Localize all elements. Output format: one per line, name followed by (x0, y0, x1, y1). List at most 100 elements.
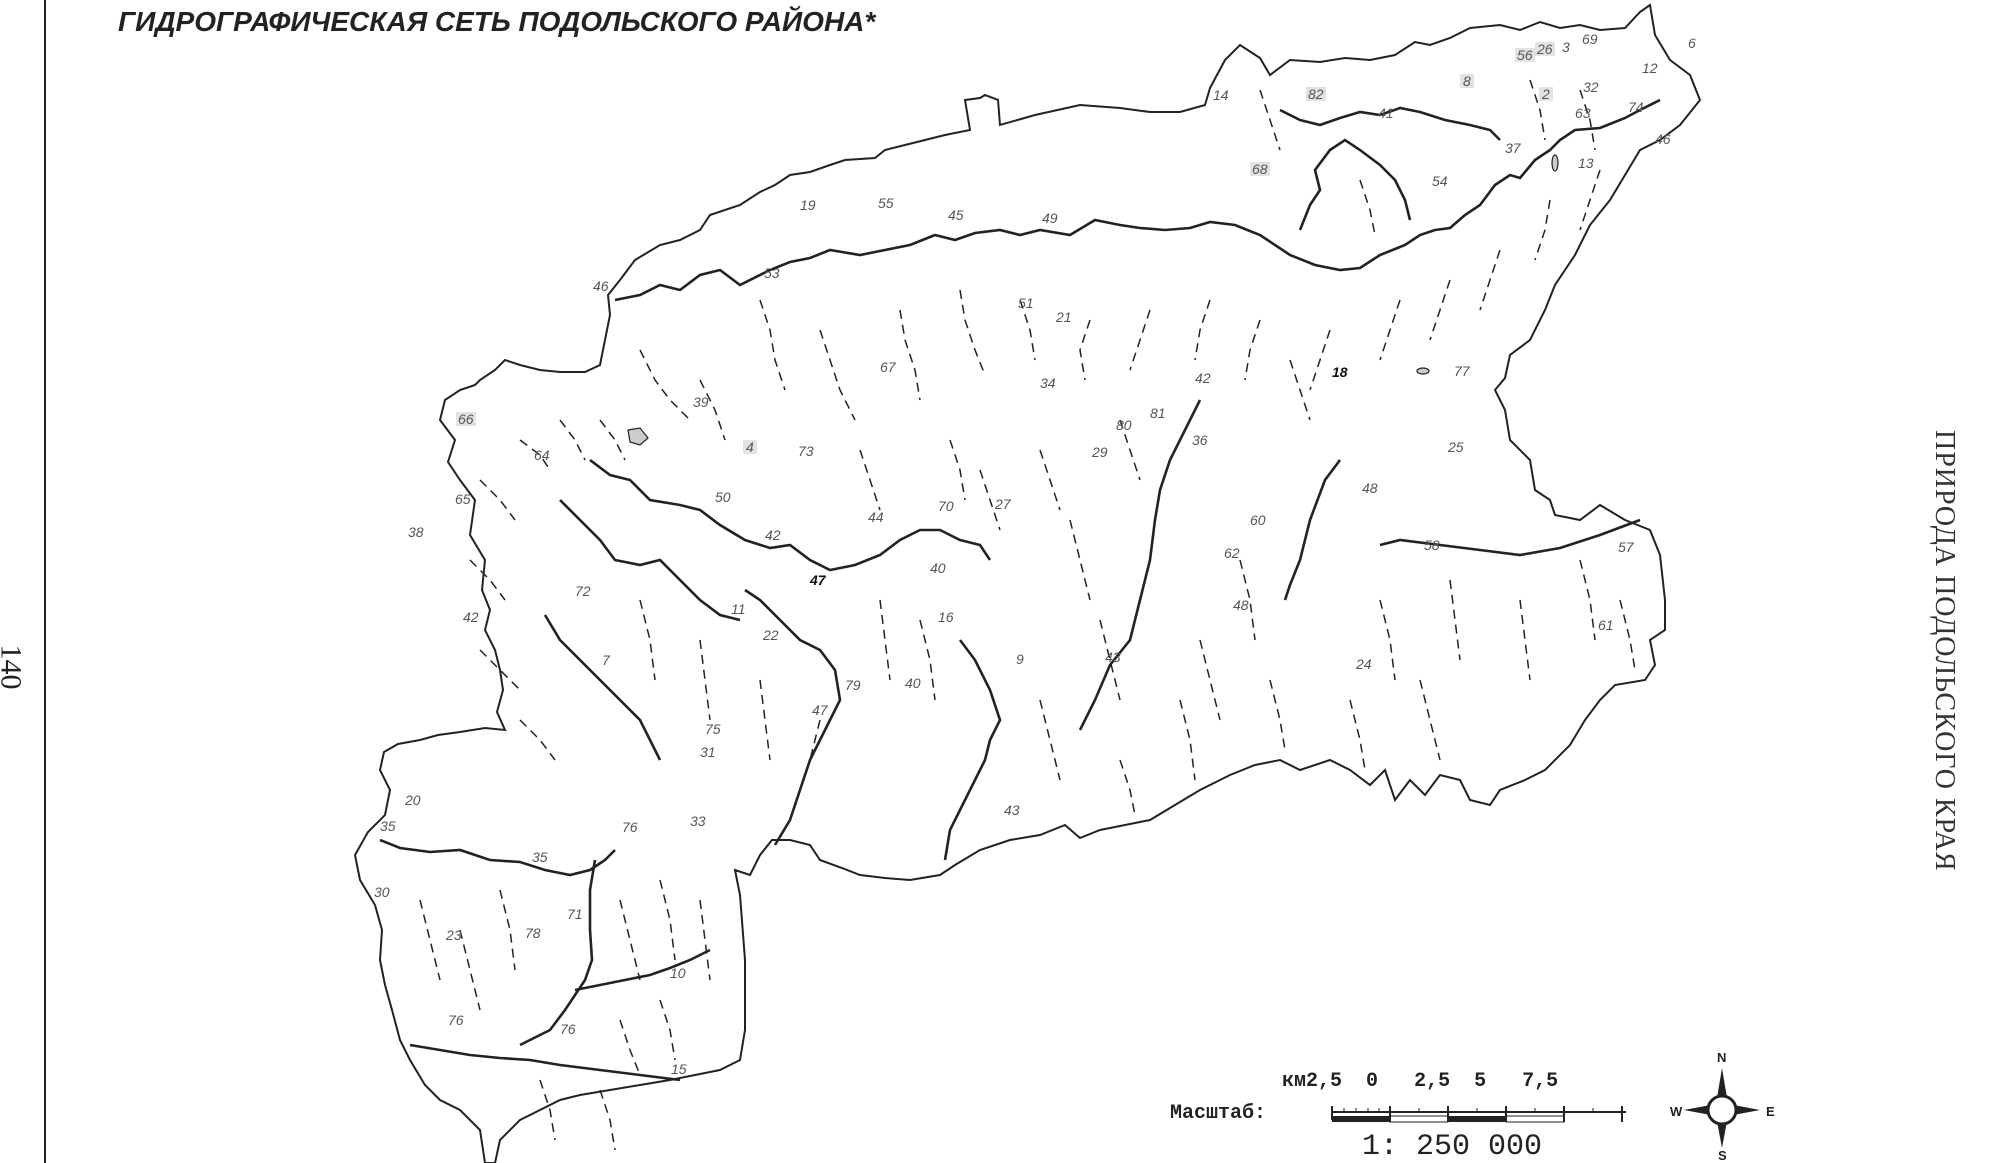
compass-n: N (1717, 1050, 1726, 1065)
stream-label: 76 (448, 1012, 464, 1028)
lakes (627, 154, 1559, 446)
svg-text:41: 41 (1378, 105, 1394, 121)
svg-text:66: 66 (458, 411, 474, 427)
stream-label: 21 (1055, 309, 1072, 325)
north-arrow-compass-icon: N S W E (1670, 1050, 1775, 1163)
svg-text:74: 74 (1628, 99, 1644, 115)
svg-text:34: 34 (1040, 375, 1056, 391)
svg-text:76: 76 (560, 1021, 576, 1037)
scale-tick-label: 7,5 (1522, 1070, 1559, 1093)
stream-label: 24 (1355, 656, 1372, 672)
stream-label: 82 (1306, 86, 1326, 102)
stream-label: 54 (1432, 173, 1448, 189)
svg-text:45: 45 (948, 207, 964, 223)
svg-text:76: 76 (448, 1012, 464, 1028)
stream-label: 41 (1378, 105, 1394, 121)
svg-text:19: 19 (800, 197, 816, 213)
svg-text:18: 18 (1332, 364, 1348, 380)
svg-text:13: 13 (1578, 155, 1594, 171)
svg-text:15: 15 (671, 1061, 687, 1077)
page-margin-rule (44, 0, 46, 1163)
svg-text:46: 46 (593, 278, 609, 294)
svg-text:79: 79 (845, 677, 861, 693)
svg-text:58: 58 (1424, 537, 1440, 553)
river-southwest-3 (409, 1043, 681, 1082)
svg-text:60: 60 (1250, 512, 1266, 528)
stream-label: 51 (1018, 295, 1034, 311)
svg-text:70: 70 (938, 498, 954, 514)
river-far-east (1379, 518, 1641, 557)
river-northeast (1279, 106, 1501, 141)
scale-tick-label: 2,5 (1414, 1070, 1451, 1093)
lake (1551, 154, 1559, 172)
svg-text:35: 35 (532, 849, 548, 865)
river-middle (744, 588, 842, 846)
stream-label: 37 (1505, 140, 1522, 156)
svg-text:2: 2 (1541, 86, 1550, 102)
stream-label: 71 (567, 906, 583, 922)
svg-text:37: 37 (1505, 140, 1522, 156)
stream-label: 9 (1016, 651, 1024, 667)
stream-label: 49 (1042, 210, 1058, 226)
svg-text:61: 61 (1598, 617, 1614, 633)
stream-label: 65 (455, 491, 471, 507)
stream-label: 70 (938, 498, 954, 514)
svg-text:54: 54 (1432, 173, 1448, 189)
svg-text:7: 7 (602, 652, 611, 668)
stream-label: 80 (1116, 417, 1132, 433)
stream-label: 46 (593, 278, 609, 294)
svg-text:53: 53 (764, 265, 780, 281)
svg-text:73: 73 (798, 443, 814, 459)
svg-text:8: 8 (1463, 73, 1471, 89)
svg-text:57: 57 (1618, 539, 1635, 555)
svg-text:77: 77 (1454, 363, 1471, 379)
svg-text:47: 47 (812, 702, 829, 718)
svg-text:80: 80 (1116, 417, 1132, 433)
river-lower-link (574, 948, 711, 992)
svg-text:56: 56 (1517, 47, 1533, 63)
stream-label: 39 (693, 394, 709, 410)
stream-label: 23 (445, 927, 462, 943)
stream-label: 25 (1447, 439, 1464, 455)
stream-label: 79 (845, 677, 861, 693)
svg-text:51: 51 (1018, 295, 1034, 311)
stream-label: 42 (1195, 370, 1211, 386)
svg-text:71: 71 (567, 906, 583, 922)
stream-label: 78 (525, 925, 541, 941)
svg-text:78: 78 (525, 925, 541, 941)
stream-label: 2 (1539, 86, 1553, 102)
svg-text:76: 76 (622, 819, 638, 835)
district-boundary (353, 3, 1702, 1163)
stream-label: 58 (1424, 537, 1440, 553)
svg-text:21: 21 (1055, 309, 1072, 325)
stream-label: 19 (800, 197, 816, 213)
svg-text:50: 50 (715, 489, 731, 505)
stream-label: 75 (705, 721, 721, 737)
stream-label: 66 (456, 411, 476, 427)
svg-text:22: 22 (762, 627, 779, 643)
stream-label: 29 (1091, 444, 1108, 460)
svg-text:63: 63 (1575, 105, 1591, 121)
stream-label: 4 (743, 439, 757, 455)
svg-text:26: 26 (1536, 41, 1553, 57)
stream-label: 44 (868, 509, 884, 525)
svg-text:81: 81 (1150, 405, 1166, 421)
stream-label: 14 (1213, 87, 1229, 103)
svg-text:42: 42 (463, 609, 479, 625)
svg-text:14: 14 (1213, 87, 1229, 103)
svg-text:82: 82 (1308, 86, 1324, 102)
river-west-bend (559, 499, 741, 622)
stream-label: 3 (1562, 39, 1570, 55)
stream-label: 11 (731, 601, 746, 617)
compass-w: W (1670, 1104, 1683, 1119)
stream-label: 60 (1250, 512, 1266, 528)
svg-text:67: 67 (880, 359, 897, 375)
svg-text:4: 4 (746, 439, 754, 455)
svg-text:62: 62 (1224, 545, 1240, 561)
stream-label: 61 (1598, 617, 1614, 633)
tributary-streams (419, 79, 1636, 1151)
river-central (589, 458, 992, 572)
svg-text:3: 3 (1562, 39, 1570, 55)
stream-label: 31 (700, 744, 716, 760)
stream-label: 55 (878, 195, 894, 211)
